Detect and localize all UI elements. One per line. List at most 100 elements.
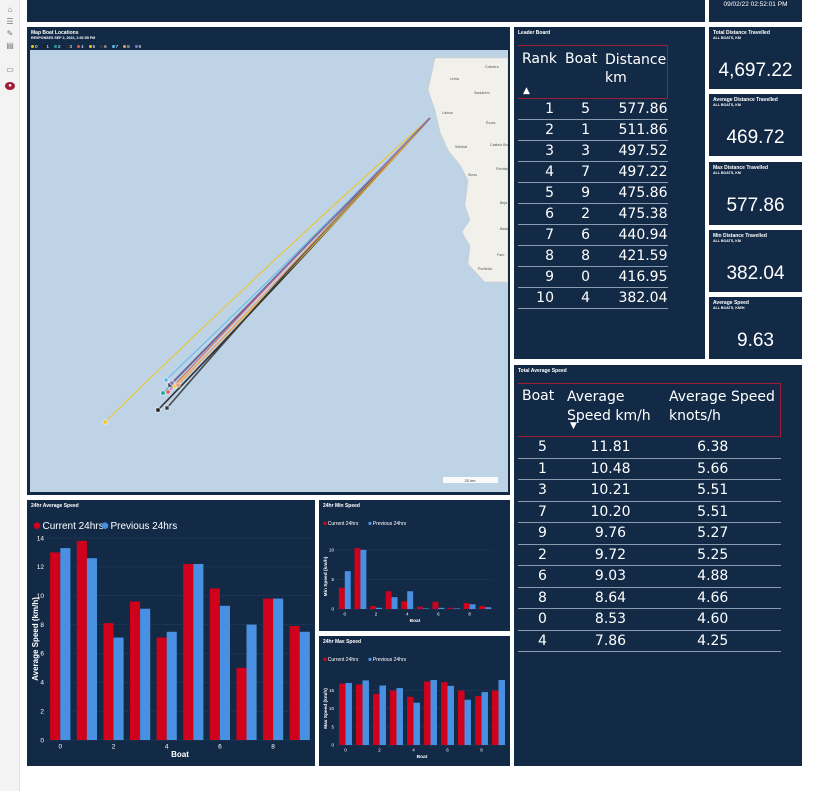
boat-marker-0[interactable] (102, 419, 108, 425)
list-icon[interactable]: ☰ (6, 17, 14, 26)
bar-previous-boat-3[interactable] (391, 597, 398, 609)
bar-previous-boat-6[interactable] (447, 685, 454, 745)
bar-current-boat-9[interactable] (289, 626, 300, 740)
speed-table-row[interactable]: 9 9.76 5.27 (518, 522, 781, 545)
bar-previous-boat-7[interactable] (454, 608, 460, 609)
bar-previous-boat-8[interactable] (481, 692, 488, 745)
trophy-icon[interactable]: ⌂ (7, 5, 13, 14)
rank-column-header[interactable]: Rank ▲ (518, 45, 562, 99)
boat-column-header[interactable]: Boat (562, 45, 602, 99)
bar-current-boat-0[interactable] (338, 587, 345, 609)
boat-track-8[interactable] (177, 117, 431, 386)
boat-marker-9[interactable] (169, 380, 175, 386)
boat-track-0[interactable] (104, 117, 431, 423)
monitor-icon[interactable]: ▭ (6, 65, 14, 74)
bar-current-boat-9[interactable] (492, 690, 499, 745)
map-legend-item[interactable]: 0 (31, 44, 38, 49)
speed-boat-column-header[interactable]: Boat (518, 383, 564, 437)
boat-marker-6[interactable] (164, 405, 170, 411)
speed-table-row[interactable]: 0 8.53 4.60 (518, 608, 781, 631)
map-legend-item[interactable]: 5 (88, 44, 95, 49)
legend-label[interactable]: Current 24hrs (328, 521, 359, 527)
leader-board-row[interactable]: 3 3 497.52 (518, 140, 668, 162)
map-legend-item[interactable]: 1 (42, 44, 49, 49)
speed-kmh-column-header[interactable]: Average Speed km/h ▼ (564, 383, 667, 437)
bar-previous-boat-1[interactable] (86, 558, 98, 740)
flag-icon[interactable]: ● (5, 82, 15, 90)
leader-board-row[interactable]: 10 4 382.04 (518, 287, 668, 309)
bar-current-boat-1[interactable] (356, 684, 363, 745)
bar-previous-boat-4[interactable] (407, 591, 414, 609)
bar-current-boat-5[interactable] (183, 563, 194, 740)
map-legend-item[interactable]: 9 (134, 44, 141, 49)
map-legend-item[interactable]: 4 (77, 44, 84, 49)
boat-track-9[interactable] (171, 117, 431, 384)
legend-label[interactable]: Previous 24hrs (373, 657, 407, 663)
bar-previous-boat-2[interactable] (379, 685, 386, 745)
bar-previous-boat-5[interactable] (430, 680, 437, 745)
boat-marker-2[interactable] (160, 390, 166, 396)
map-legend-item[interactable]: 8 (123, 44, 130, 49)
bar-current-boat-7[interactable] (458, 690, 465, 745)
boat-marker-8[interactable] (175, 382, 181, 388)
bar-previous-boat-5[interactable] (422, 608, 429, 609)
legend-label[interactable]: Previous 24hrs (111, 521, 178, 532)
bar-previous-boat-2[interactable] (376, 607, 382, 609)
speed-knots-column-header[interactable]: Average Speed knots/h (667, 383, 781, 437)
distance-column-header[interactable]: Distance km (602, 45, 668, 99)
bar-previous-boat-6[interactable] (219, 605, 231, 740)
bar-previous-boat-8[interactable] (469, 604, 476, 609)
map-legend-item[interactable]: 2 (54, 44, 61, 49)
boat-marker-1[interactable] (155, 407, 161, 413)
table-icon[interactable]: ▤ (6, 41, 14, 50)
leader-board-row[interactable]: 4 7 497.22 (518, 161, 668, 183)
bar-previous-boat-3[interactable] (396, 688, 403, 745)
speed-table-row[interactable]: 1 10.48 5.66 (518, 458, 781, 480)
bar-current-boat-1[interactable] (76, 540, 87, 740)
bar-current-boat-2[interactable] (373, 693, 380, 745)
bar-current-boat-5[interactable] (424, 681, 431, 745)
bar-previous-boat-8[interactable] (273, 598, 284, 740)
bar-previous-boat-4[interactable] (413, 702, 420, 745)
leader-board-row[interactable]: 6 2 475.38 (518, 203, 668, 225)
bar-current-boat-5[interactable] (416, 606, 423, 609)
bar-current-boat-2[interactable] (103, 623, 114, 740)
bar-current-boat-3[interactable] (390, 690, 397, 745)
bar-previous-boat-9[interactable] (299, 631, 310, 740)
leader-board-row[interactable]: 9 0 416.95 (518, 266, 668, 288)
legend-label[interactable]: Previous 24hrs (373, 521, 407, 527)
bar-previous-boat-9[interactable] (498, 680, 505, 745)
bar-previous-boat-4[interactable] (166, 631, 177, 740)
bar-previous-boat-5[interactable] (193, 563, 204, 740)
bar-previous-boat-0[interactable] (60, 548, 71, 740)
speed-table-row[interactable]: 7 10.20 5.51 (518, 501, 781, 523)
bar-previous-boat-0[interactable] (344, 571, 351, 609)
bar-current-boat-8[interactable] (262, 598, 274, 740)
bar-current-boat-6[interactable] (209, 588, 220, 741)
map-canvas[interactable]: Lisboa Setúbal Sines Évora Faro Portimão Beja S… (30, 50, 508, 492)
pin-icon[interactable]: ✎ (6, 29, 14, 38)
legend-label[interactable]: Current 24hrs (328, 657, 359, 663)
legend-label[interactable]: Current 24hrs (43, 521, 104, 532)
map-legend-item[interactable]: 6 (100, 44, 107, 49)
bar-previous-boat-3[interactable] (140, 608, 151, 740)
bar-current-boat-1[interactable] (354, 548, 361, 609)
bar-current-boat-0[interactable] (50, 552, 61, 740)
speed-table-row[interactable]: 6 9.03 4.88 (518, 565, 781, 588)
map-legend-item[interactable]: 3 (65, 44, 72, 49)
bar-current-boat-2[interactable] (370, 606, 376, 609)
leader-board-row[interactable]: 2 1 511.86 (518, 119, 668, 141)
bar-previous-boat-1[interactable] (360, 549, 367, 609)
speed-table-row[interactable]: 5 11.81 6.38 (518, 436, 781, 459)
leader-board-row[interactable]: 7 6 440.94 (518, 224, 668, 246)
bar-previous-boat-2[interactable] (113, 637, 124, 740)
bar-current-boat-7[interactable] (448, 607, 454, 609)
bar-current-boat-7[interactable] (236, 667, 247, 740)
bar-previous-boat-0[interactable] (345, 682, 352, 745)
map-legend-item[interactable]: 7 (111, 44, 118, 49)
speed-table-row[interactable]: 8 8.64 4.66 (518, 587, 781, 609)
bar-current-boat-9[interactable] (479, 606, 486, 609)
leader-board-row[interactable]: 5 9 475.86 (518, 182, 668, 204)
speed-table-row[interactable]: 4 7.86 4.25 (518, 630, 781, 652)
bar-current-boat-4[interactable] (156, 637, 167, 740)
